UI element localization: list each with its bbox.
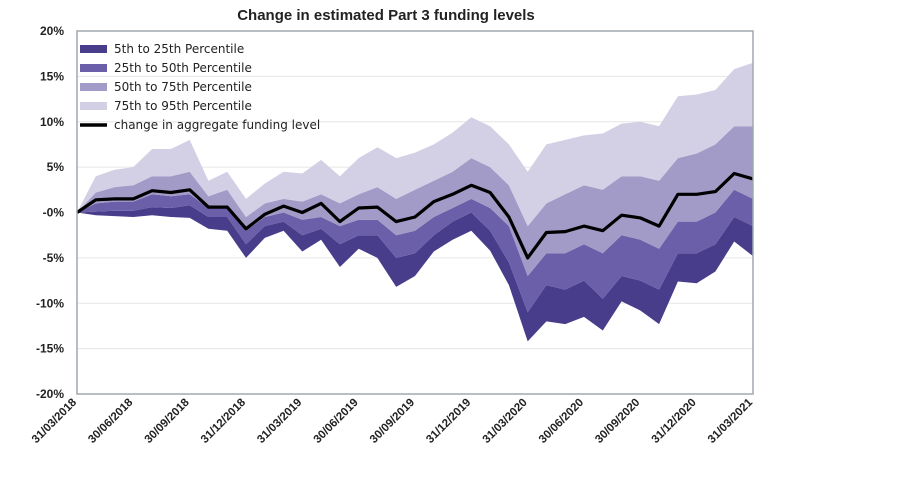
y-axis-ticks: 20% 15% 10% 5% -0% -5% -10% -15% -20% <box>36 24 64 401</box>
x-tick-label: 31/03/2019 <box>255 397 304 446</box>
legend-label: 75th to 95th Percentile <box>114 99 252 113</box>
y-tick-label: 10% <box>40 115 64 129</box>
x-tick-label: 31/03/2021 <box>706 396 756 446</box>
band-p50-p75 <box>77 126 753 276</box>
legend-swatch <box>80 83 107 91</box>
legend-label: 5th to 25th Percentile <box>114 42 244 56</box>
x-tick-label: 30/09/2020 <box>593 397 642 446</box>
band-p75-p95 <box>77 62 753 227</box>
y-tick-label: -0% <box>43 206 65 220</box>
band-p5-p25 <box>77 205 753 342</box>
plot-frame <box>76 30 754 395</box>
legend-label: change in aggregate funding level <box>114 118 320 132</box>
y-tick-label: -20% <box>36 387 64 401</box>
x-tick-label: 31/12/2019 <box>424 397 473 446</box>
legend-swatch <box>80 102 107 110</box>
y-tick-label: -5% <box>43 251 65 265</box>
aggregate-line-layer <box>76 171 754 260</box>
y-tick-label: 15% <box>40 69 64 83</box>
x-tick-label: 30/06/2019 <box>312 397 361 446</box>
x-axis-ticks: 31/03/2018 30/06/2018 30/09/2018 31/12/2018… <box>30 396 756 446</box>
aggregate-funding-line <box>76 171 754 260</box>
legend-swatch <box>80 64 107 72</box>
x-tick-label: 31/12/2018 <box>199 396 249 446</box>
x-tick-label: 30/06/2020 <box>537 397 586 446</box>
legend: 5th to 25th Percentile 25th to 50th Perce… <box>80 42 320 132</box>
x-tick-label: 30/09/2019 <box>368 397 417 446</box>
y-tick-label: 20% <box>40 24 64 38</box>
legend-swatch <box>80 45 107 53</box>
x-tick-label: 31/12/2020 <box>650 397 699 446</box>
y-tick-label: -15% <box>36 342 64 356</box>
x-tick-label: 31/03/2018 <box>30 396 80 446</box>
legend-label: 50th to 75th Percentile <box>114 80 252 94</box>
x-tick-label: 30/09/2018 <box>143 396 193 446</box>
percentile-bands <box>77 62 753 342</box>
chart-title: Change in estimated Part 3 funding level… <box>237 7 535 24</box>
y-tick-label: 5% <box>47 160 65 174</box>
y-tick-label: -10% <box>36 296 64 310</box>
x-tick-label: 31/03/2020 <box>481 397 530 446</box>
band-p25-p50 <box>77 189 753 313</box>
legend-label: 25th to 50th Percentile <box>114 61 252 75</box>
x-tick-label: 30/06/2018 <box>86 396 136 446</box>
